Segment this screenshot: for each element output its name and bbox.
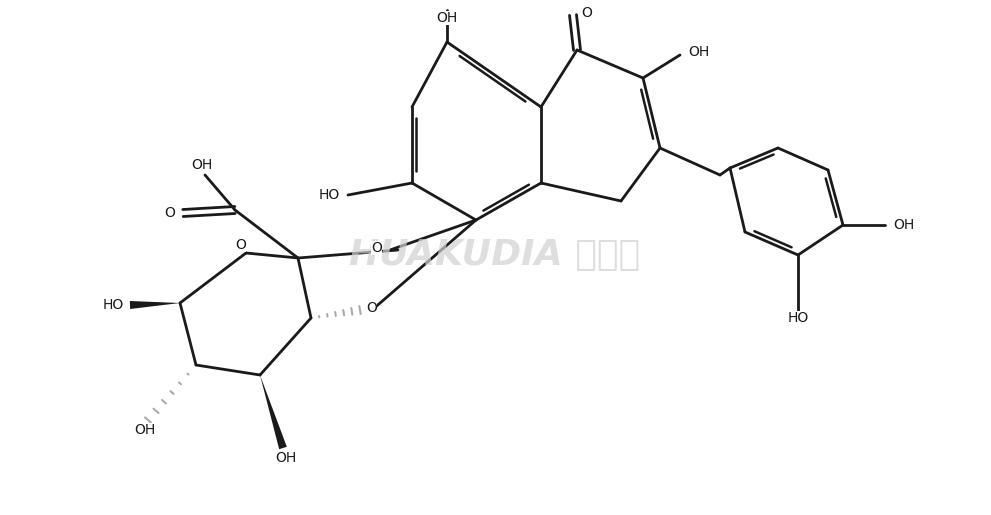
Text: OH: OH	[893, 218, 915, 232]
Text: O: O	[581, 6, 592, 20]
Text: HUAKUDIA 化学品: HUAKUDIA 化学品	[350, 238, 640, 272]
Polygon shape	[260, 375, 286, 449]
Text: O: O	[165, 206, 175, 220]
Text: HO: HO	[319, 188, 340, 202]
Text: OH: OH	[191, 158, 213, 172]
Text: OH: OH	[135, 423, 156, 437]
Text: HO: HO	[788, 311, 809, 325]
Text: OH: OH	[436, 11, 458, 25]
Text: HO: HO	[103, 298, 124, 312]
Text: OH: OH	[275, 451, 296, 465]
Polygon shape	[130, 301, 180, 309]
Text: O: O	[236, 238, 247, 252]
Text: O: O	[371, 241, 382, 255]
Text: O: O	[366, 301, 377, 315]
Text: OH: OH	[688, 45, 710, 59]
